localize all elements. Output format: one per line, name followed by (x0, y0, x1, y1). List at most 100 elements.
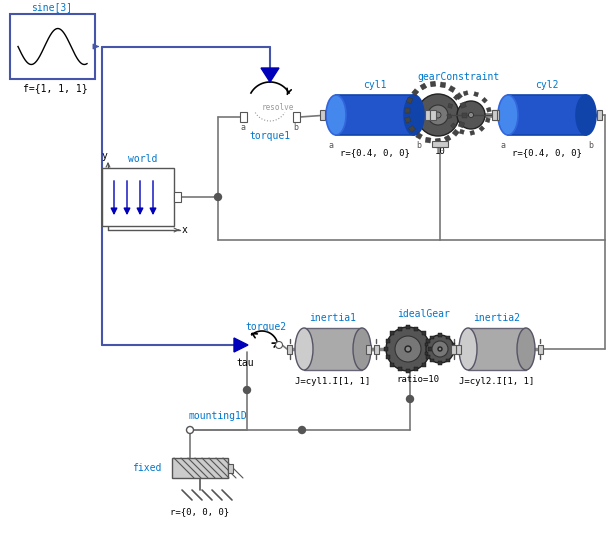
Bar (444, 135, 451, 142)
Circle shape (395, 336, 421, 362)
Text: x: x (182, 225, 188, 235)
Text: tau: tau (236, 358, 254, 368)
Text: J=cyl1.I[1, 1]: J=cyl1.I[1, 1] (295, 378, 371, 386)
Bar (485, 118, 490, 122)
Ellipse shape (326, 95, 346, 135)
Ellipse shape (517, 328, 535, 370)
Circle shape (407, 395, 413, 403)
Polygon shape (234, 338, 248, 352)
Bar (366, 345, 371, 354)
Text: r={0.4, 0, 0}: r={0.4, 0, 0} (512, 149, 582, 158)
Circle shape (457, 101, 485, 129)
Bar (397, 367, 402, 372)
Bar (304, 328, 362, 370)
Ellipse shape (353, 328, 371, 370)
Text: b: b (416, 140, 421, 150)
Bar (405, 117, 411, 123)
Text: inertia1: inertia1 (309, 313, 357, 323)
Polygon shape (261, 68, 279, 82)
Bar (432, 141, 448, 147)
Bar (479, 126, 485, 132)
Text: y: y (101, 151, 107, 161)
Bar (453, 95, 459, 100)
Bar (463, 91, 468, 96)
Ellipse shape (404, 95, 424, 135)
Bar (438, 361, 442, 365)
Text: gearConstraint: gearConstraint (417, 72, 499, 82)
Bar (446, 336, 450, 339)
Bar (174, 192, 181, 202)
Text: cyl1: cyl1 (363, 80, 387, 90)
Circle shape (426, 335, 454, 363)
Text: mounting1D: mounting1D (189, 411, 247, 421)
Bar (420, 83, 427, 90)
Bar (425, 137, 431, 143)
Bar (486, 107, 491, 112)
Bar (538, 345, 543, 354)
Ellipse shape (295, 328, 313, 370)
Circle shape (428, 105, 448, 125)
Bar (405, 108, 410, 113)
Bar (407, 97, 413, 103)
Bar (415, 327, 418, 331)
Bar (430, 336, 434, 339)
Bar (408, 125, 416, 132)
Bar (406, 325, 410, 329)
Bar (508, 95, 586, 135)
Bar (386, 355, 390, 360)
Bar (336, 95, 414, 135)
Bar (468, 328, 526, 370)
Circle shape (432, 341, 448, 357)
Circle shape (276, 342, 282, 349)
Bar (426, 338, 430, 343)
Bar (461, 113, 467, 118)
Bar (416, 133, 423, 139)
Bar (451, 351, 455, 355)
Bar (451, 123, 456, 128)
Bar (456, 92, 462, 100)
Ellipse shape (498, 95, 518, 135)
Bar (456, 345, 461, 354)
Bar (320, 110, 325, 120)
Text: ratio=10: ratio=10 (397, 374, 440, 384)
Bar (430, 110, 436, 120)
Text: r={0, 0, 0}: r={0, 0, 0} (170, 508, 229, 516)
Bar (374, 345, 379, 354)
Text: idealGear: idealGear (397, 309, 450, 319)
Bar (446, 358, 450, 362)
Text: inertia2: inertia2 (474, 313, 520, 323)
Text: 10: 10 (435, 146, 445, 156)
Bar (391, 362, 394, 367)
Bar (384, 347, 388, 351)
Text: fixed: fixed (132, 463, 162, 473)
Circle shape (186, 426, 194, 434)
Ellipse shape (459, 328, 477, 370)
Circle shape (405, 346, 411, 352)
Bar (460, 102, 466, 108)
Bar (451, 345, 456, 354)
Bar (446, 114, 451, 119)
Circle shape (298, 426, 306, 434)
Bar (430, 81, 436, 87)
Bar (452, 129, 459, 136)
Bar (406, 369, 410, 373)
Bar (425, 343, 429, 347)
Bar (430, 358, 434, 362)
Bar (386, 338, 390, 343)
Bar (482, 97, 487, 103)
Text: resolve: resolve (262, 103, 294, 113)
Text: J=cyl2.I[1, 1]: J=cyl2.I[1, 1] (459, 378, 534, 386)
Bar (451, 343, 455, 347)
Circle shape (244, 386, 250, 393)
Bar (391, 331, 394, 336)
Bar (492, 110, 497, 120)
Bar (459, 129, 464, 134)
Text: a: a (501, 140, 506, 150)
Text: a: a (328, 140, 333, 150)
Bar (102, 168, 174, 226)
Circle shape (215, 194, 221, 201)
Text: f={1, 1, 1}: f={1, 1, 1} (23, 83, 87, 93)
Text: world: world (129, 154, 157, 164)
Circle shape (435, 112, 441, 118)
Ellipse shape (576, 95, 596, 135)
